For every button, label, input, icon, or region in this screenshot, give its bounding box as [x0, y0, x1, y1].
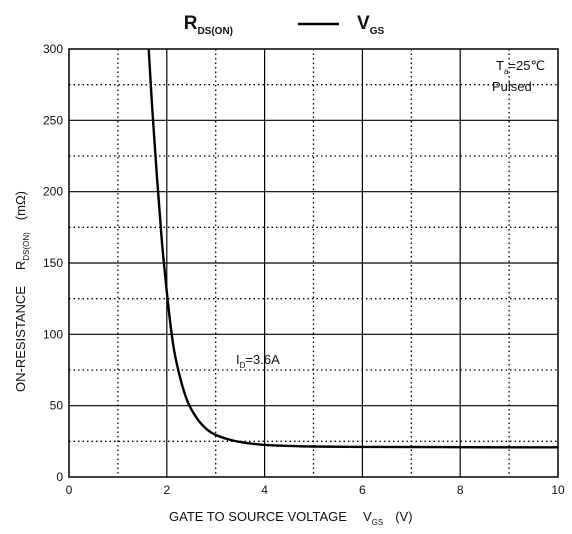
x-axis-var-sub: GS	[372, 518, 384, 527]
annotation-ta-rest: =25℃	[508, 58, 545, 73]
annotation-id: ID=3.6A	[236, 352, 280, 370]
y-axis-unit: (mΩ)	[13, 191, 28, 220]
y-tick-label: 150	[43, 256, 63, 270]
annotation-id-rest: =3.6A	[245, 352, 280, 367]
y-tick-label: 100	[43, 327, 63, 341]
grid-major	[69, 49, 558, 477]
x-tick-labels: 0 2 4 6 8 10	[66, 483, 565, 497]
y-tick-label: 0	[56, 470, 63, 484]
x-tick-label: 0	[66, 483, 73, 497]
x-axis-label: GATE TO SOURCE VOLTAGE VGS (V)	[169, 509, 413, 527]
y-tick-label: 200	[43, 185, 63, 199]
x-tick-label: 8	[457, 483, 464, 497]
annotation-id-main: I	[236, 352, 240, 367]
title-left-sub: DS(ON)	[197, 26, 233, 37]
y-tick-label: 300	[43, 42, 63, 56]
y-tick-label: 250	[43, 113, 63, 127]
series-layer	[147, 48, 558, 449]
title-right-main: V	[357, 13, 370, 34]
annotation-id-sub: D	[240, 361, 246, 370]
annotation-ta-main: T	[496, 58, 504, 73]
x-tick-label: 2	[163, 483, 170, 497]
y-axis-var-main: R	[13, 261, 28, 270]
x-tick-label: 4	[261, 483, 268, 497]
x-tick-label: 6	[359, 483, 366, 497]
svg-text:RDS(ON): RDS(ON)	[184, 13, 233, 37]
annotation-ta: Ta=25℃	[496, 58, 545, 76]
title-right-sub: GS	[370, 26, 385, 37]
series-line	[147, 48, 558, 449]
x-axis-label-text: GATE TO SOURCE VOLTAGE	[169, 509, 347, 524]
y-axis-label: ON-RESISTANCE RDS(ON) (mΩ)	[13, 191, 31, 392]
svg-text:VGS: VGS	[357, 13, 384, 37]
y-axis-var-sub: DS(ON)	[22, 232, 31, 261]
y-axis-label-text: ON-RESISTANCE	[13, 286, 28, 392]
chart-title: RDS(ON) VGS	[184, 13, 385, 37]
y-tick-label: 50	[50, 399, 64, 413]
x-axis-unit: (V)	[395, 509, 412, 524]
y-tick-labels: 0 50 100 150 200 250 300	[43, 42, 63, 484]
x-axis-var-main: V	[363, 509, 372, 524]
annotation-pulsed: Pulsed	[492, 79, 532, 94]
annotation-ta-sub: a	[504, 67, 509, 76]
title-left-main: R	[184, 13, 198, 34]
x-tick-label: 10	[551, 483, 565, 497]
plot-frame	[68, 48, 559, 478]
